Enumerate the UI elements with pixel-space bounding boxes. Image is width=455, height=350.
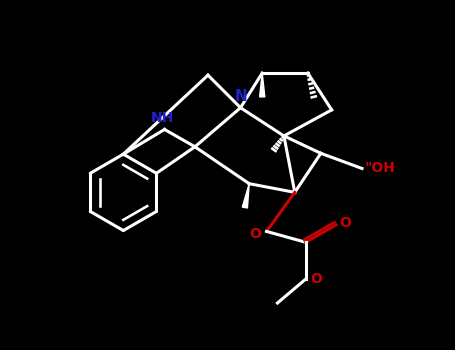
Text: O: O bbox=[249, 226, 261, 240]
Text: NH: NH bbox=[151, 111, 174, 125]
Text: N: N bbox=[234, 89, 247, 104]
Polygon shape bbox=[260, 73, 265, 97]
Text: "OH: "OH bbox=[364, 161, 395, 175]
Polygon shape bbox=[243, 184, 249, 208]
Text: O: O bbox=[339, 216, 351, 230]
Text: O: O bbox=[310, 272, 322, 286]
